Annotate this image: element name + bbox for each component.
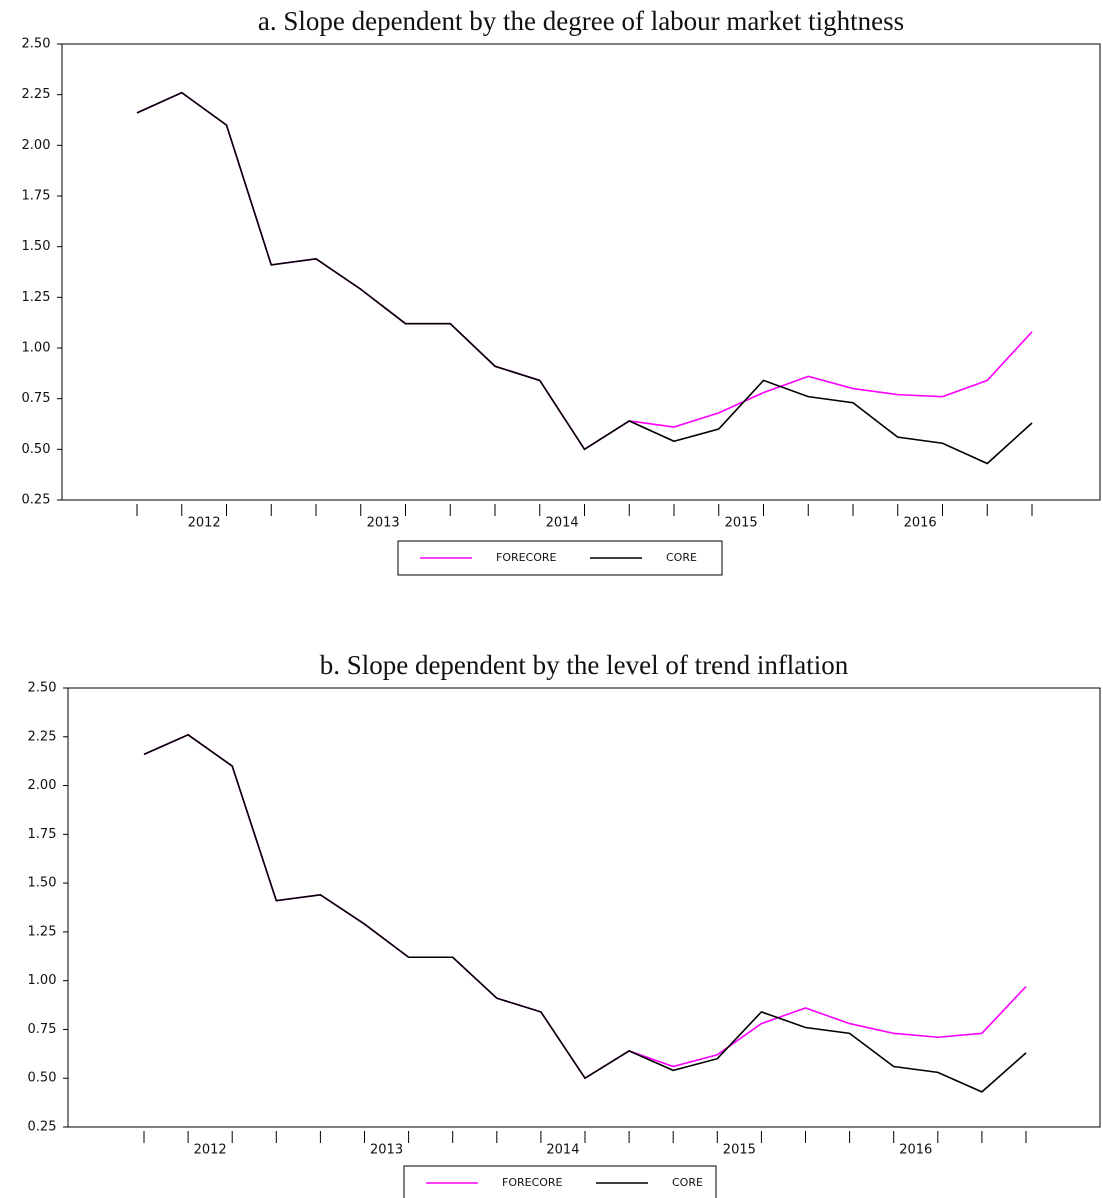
x-tick-label: 2015: [725, 516, 758, 531]
plot-frame: [61, 43, 1101, 501]
x-tick-label: 2014: [546, 516, 579, 531]
x-tick-label: 2012: [188, 516, 221, 531]
series-line: [143, 733, 1027, 1093]
legend-label: CORE: [666, 551, 697, 564]
y-tick-label: 0.25: [28, 1120, 57, 1135]
legend-label: FORECORE: [502, 1176, 563, 1189]
y-tick-label: 1.25: [22, 290, 51, 305]
y-tick-label: 0.25: [22, 493, 51, 508]
x-tick-label: 2012: [194, 1143, 227, 1158]
y-tick-label: 1.00: [28, 973, 57, 988]
x-tick-label: 2016: [899, 1143, 932, 1158]
x-tick-label: 2015: [723, 1143, 756, 1158]
x-tick-label: 2013: [370, 1143, 403, 1158]
plot-frame: [67, 687, 1101, 1128]
y-tick-label: 2.25: [28, 729, 57, 744]
y-tick-label: 2.00: [28, 778, 57, 793]
y-tick-label: 2.50: [28, 681, 57, 696]
y-tick-label: 1.50: [22, 239, 51, 254]
y-tick-label: 0.75: [22, 391, 51, 406]
y-tick-label: 0.75: [28, 1022, 57, 1037]
y-tick-label: 1.75: [22, 189, 51, 204]
legend-label: CORE: [672, 1176, 703, 1189]
y-tick-label: 2.25: [22, 87, 51, 102]
legend-label: FORECORE: [496, 551, 557, 564]
x-tick-label: 2013: [367, 516, 400, 531]
y-tick-label: 0.50: [22, 442, 51, 457]
x-tick-label: 2014: [546, 1143, 579, 1158]
y-tick-label: 1.50: [28, 876, 57, 891]
chart-title: a. Slope dependent by the degree of labo…: [258, 6, 904, 36]
y-tick-label: 2.50: [22, 37, 51, 52]
y-tick-label: 1.75: [28, 827, 57, 842]
series-line: [136, 91, 1033, 451]
legend-box: [403, 1165, 717, 1198]
y-tick-label: 1.25: [28, 924, 57, 939]
y-tick-label: 1.00: [22, 341, 51, 356]
y-tick-label: 0.50: [28, 1071, 57, 1086]
y-tick-label: 2.00: [22, 138, 51, 153]
chart-title: b. Slope dependent by the level of trend…: [320, 650, 849, 680]
x-tick-label: 2016: [904, 516, 937, 531]
series-line: [136, 91, 1033, 465]
series-line: [143, 733, 1027, 1080]
